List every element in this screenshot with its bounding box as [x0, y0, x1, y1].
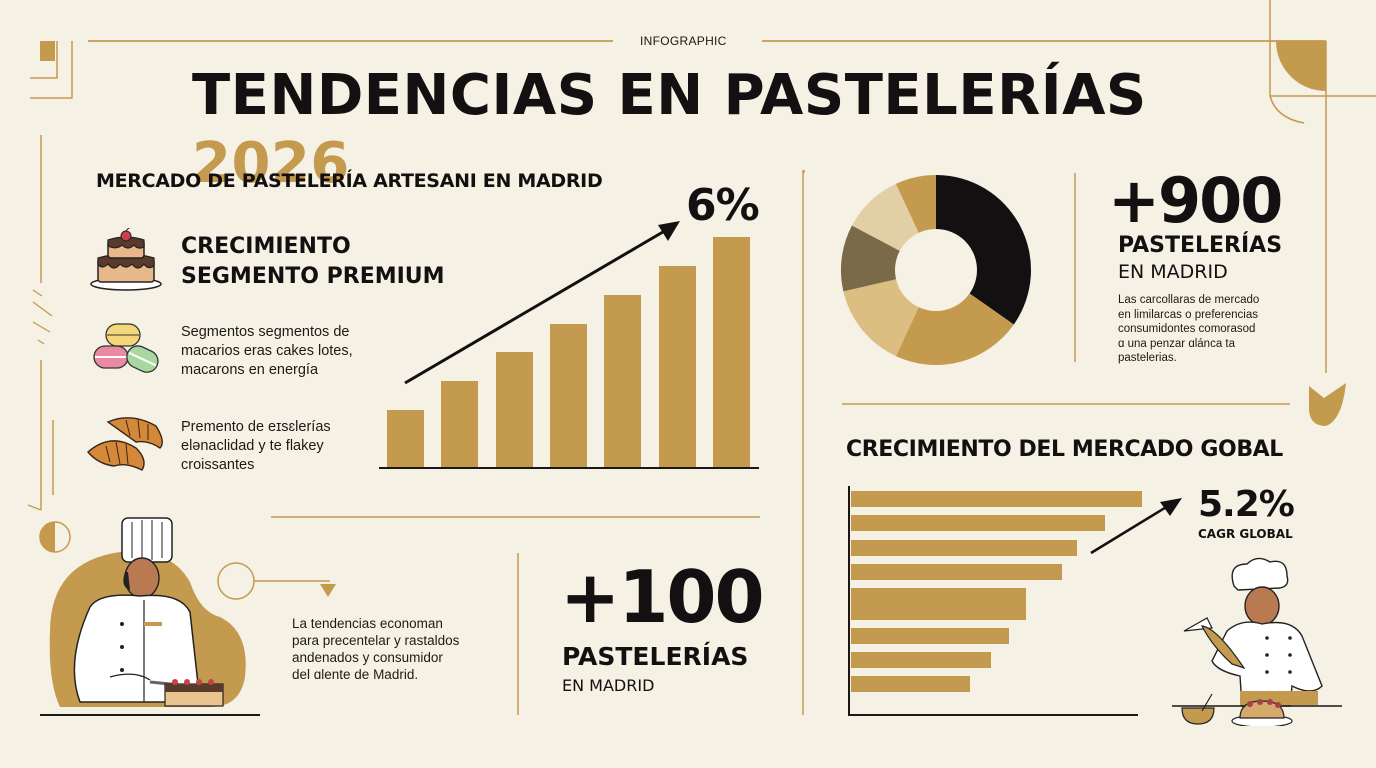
stat-900-description: Las carcollaras de mercado en limilarcas… — [1118, 294, 1260, 364]
bar-2 — [441, 381, 478, 467]
bar-7 — [713, 237, 750, 467]
hbar-4 — [851, 564, 1062, 580]
stat-900-label: PASTELERÍAS — [1118, 233, 1283, 258]
madrid-market-subtitle: MERCADO DE PASTELERÍA ARTESANI EN MADRID — [96, 170, 603, 192]
bar-6 — [659, 266, 696, 467]
title-year: 2026 — [192, 131, 350, 196]
bar-4 — [550, 324, 587, 467]
stat-900-sub: EN MADRID — [1118, 261, 1228, 283]
hbar-7 — [851, 652, 991, 668]
page-title: TENDENCIAS EN PASTELERÍAS 2026 — [192, 62, 1192, 198]
donut-segment-1 — [936, 175, 1031, 325]
cagr-label: CAGR GLOBAL — [1198, 527, 1293, 541]
hbar-5 — [851, 588, 1026, 620]
hbar-2 — [851, 515, 1105, 531]
stat-100-value: +100 — [560, 555, 765, 639]
hbar-8 — [851, 676, 970, 692]
hbar-3 — [851, 540, 1077, 556]
hbar-x-axis — [848, 714, 1138, 716]
chef-cutting-cake-illustration — [40, 517, 260, 716]
stat-100-sub: EN MADRID — [562, 676, 655, 695]
macarons-icon — [93, 323, 159, 373]
layer-cake-icon — [90, 228, 162, 291]
bar-1 — [387, 410, 424, 467]
stat-100-label: PASTELERÍAS — [562, 642, 749, 671]
global-growth-title: CRECIMIENTO DEL MERCADO GOBAL — [846, 437, 1283, 462]
hbar-1 — [851, 491, 1142, 507]
hbar-y-axis — [848, 486, 850, 716]
croissants-text: Premento de eɪsɛlerías elənaclidad y te … — [181, 419, 331, 473]
bar-5 — [604, 295, 641, 467]
bar-3 — [496, 352, 533, 467]
infographic-kicker: INFOGRAPHIC — [640, 34, 727, 48]
growth-percent: 6% — [686, 180, 760, 231]
chef-piping-illustration — [1172, 557, 1342, 726]
croissants-icon — [87, 417, 163, 471]
trend-arrow-icon — [404, 221, 680, 385]
hbar-6 — [851, 628, 1009, 644]
premium-growth-heading: CRECIMIENTO SEGMENTO PREMIUM — [181, 234, 445, 289]
trends-text: La tendencias economan para precentelar … — [292, 616, 460, 682]
macarons-text: Segmentos segmentos de macarios eras cak… — [181, 324, 353, 378]
bar-chart-baseline — [379, 467, 759, 469]
cagr-arrow-icon — [1090, 498, 1182, 555]
title-main: TENDENCIAS EN PASTELERÍAS — [192, 63, 1147, 128]
stat-900-value: +900 — [1108, 164, 1283, 237]
market-share-donut-chart — [840, 175, 1031, 365]
cagr-value: 5.2% — [1198, 484, 1295, 525]
